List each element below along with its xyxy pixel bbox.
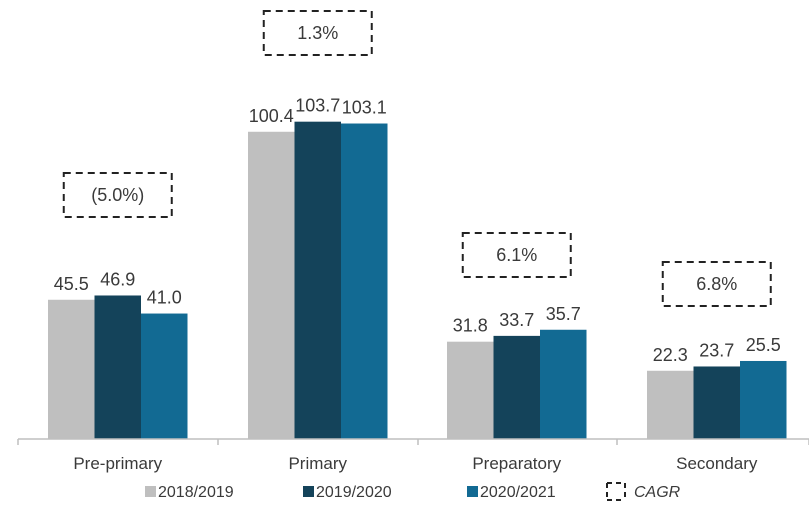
value-label-pre-primary-2020-2021: 41.0 — [147, 288, 182, 308]
value-label-secondary-2018-2019: 22.3 — [653, 345, 688, 365]
cagr-box-preparatory — [461, 232, 572, 278]
legend-swatch-cagr — [606, 482, 626, 501]
bar-secondary-2020-2021 — [740, 360, 787, 439]
legend-label-2018-2019: 2018/2019 — [158, 484, 234, 501]
bar-secondary-2019-2020 — [693, 366, 740, 439]
value-label-preparatory-2018-2019: 31.8 — [453, 316, 488, 336]
bar-pre-primary-2020-2021 — [141, 313, 188, 439]
category-label-primary: Primary — [288, 454, 347, 473]
bar-pre-primary-2018-2019 — [48, 299, 95, 439]
cagr-label-primary: 1.3% — [297, 23, 338, 43]
category-label-secondary: Secondary — [676, 454, 758, 473]
bar-primary-2019-2020 — [294, 121, 341, 439]
legend-label-2020-2021: 2020/2021 — [480, 484, 556, 501]
legend: 2018/2019 2019/2020 2020/2021 CAGR — [145, 482, 681, 501]
category-label-preparatory: Preparatory — [472, 454, 561, 473]
value-label-pre-primary-2018-2019: 45.5 — [54, 274, 89, 294]
cagr-box-secondary — [661, 261, 772, 307]
value-label-preparatory-2019-2020: 33.7 — [499, 310, 534, 330]
cagr-layer: (5.0%) 1.3% 6.1% 6.8% — [62, 10, 772, 307]
legend-swatch-2019-2020 — [303, 486, 314, 497]
cagr-box-pre-primary — [62, 172, 173, 218]
legend-label-cagr: CAGR — [634, 484, 681, 501]
legend-swatch-2018-2019 — [145, 486, 156, 497]
bar-pre-primary-2019-2020 — [94, 295, 141, 439]
x-axis-ticks — [17, 439, 809, 445]
bar-primary-2018-2019 — [248, 131, 295, 439]
legend-swatch-2020-2021 — [467, 486, 478, 497]
value-label-primary-2019-2020: 103.7 — [295, 96, 340, 116]
value-label-primary-2020-2021: 103.1 — [342, 98, 387, 118]
cagr-box-primary — [262, 10, 373, 56]
bar-preparatory-2019-2020 — [493, 335, 540, 439]
bar-primary-2020-2021 — [341, 123, 388, 439]
value-label-primary-2018-2019: 100.4 — [249, 106, 294, 126]
value-label-secondary-2019-2020: 23.7 — [699, 340, 734, 360]
bar-preparatory-2020-2021 — [540, 329, 587, 439]
value-label-pre-primary-2019-2020: 46.9 — [100, 269, 135, 289]
cagr-label-preparatory: 6.1% — [496, 245, 537, 265]
cagr-label-pre-primary: (5.0%) — [91, 185, 144, 205]
bar-secondary-2018-2019 — [647, 370, 694, 439]
value-label-secondary-2020-2021: 25.5 — [746, 335, 781, 355]
cagr-label-secondary: 6.8% — [696, 274, 737, 294]
legend-label-2019-2020: 2019/2020 — [316, 484, 392, 501]
value-label-preparatory-2020-2021: 35.7 — [546, 304, 581, 324]
bars-layer — [48, 121, 787, 439]
bar-preparatory-2018-2019 — [447, 341, 494, 439]
category-label-pre-primary: Pre-primary — [73, 454, 162, 473]
category-labels-layer: Pre-primary Primary Preparatory Secondary — [73, 454, 758, 473]
